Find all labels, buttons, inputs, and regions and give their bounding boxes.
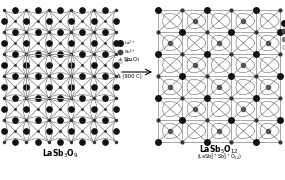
Text: O$^{2-}$: O$^{2-}$	[124, 56, 134, 66]
Text: Sb$^{5+}$: Sb$^{5+}$	[124, 47, 136, 57]
Text: La$^{3+}$: La$^{3+}$	[124, 38, 135, 48]
Bar	[27, 54, 71, 98]
Text: + Sb$_2$O$_3$: + Sb$_2$O$_3$	[117, 55, 141, 64]
Text: (LaSb$_2^{3+}$Sb$_3^{5+}$O$_{12}$): (LaSb$_2^{3+}$Sb$_3^{5+}$O$_{12}$)	[197, 152, 241, 162]
Text: LaSb$_3$O$_9$: LaSb$_3$O$_9$	[42, 148, 78, 160]
Text: Δ (900 C): Δ (900 C)	[117, 74, 142, 79]
Text: LaSb$_5$O$_{12}$: LaSb$_5$O$_{12}$	[199, 144, 239, 156]
